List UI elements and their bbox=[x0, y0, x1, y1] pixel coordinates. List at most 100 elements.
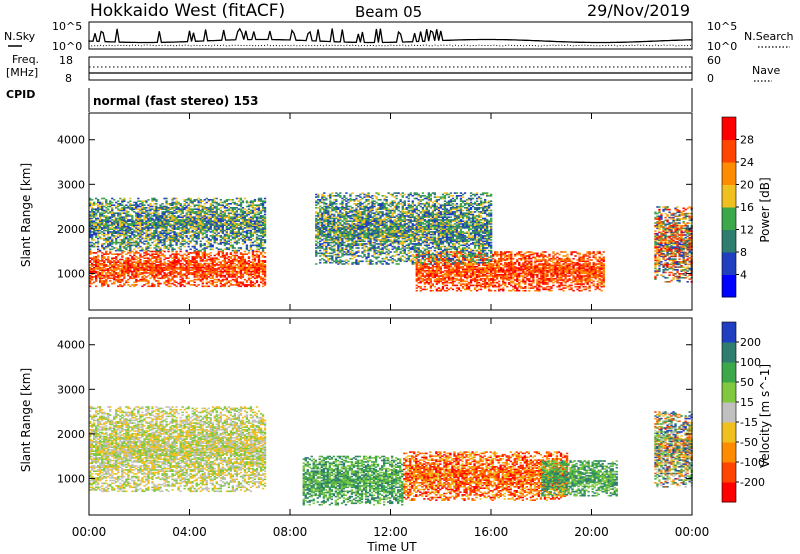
heatmap-cell bbox=[159, 261, 162, 263]
heatmap-cell bbox=[195, 254, 198, 257]
heatmap-cell bbox=[121, 221, 124, 224]
heatmap-cell bbox=[177, 266, 180, 269]
heatmap-cell bbox=[209, 211, 212, 213]
heatmap-cell bbox=[217, 248, 220, 251]
heatmap-cell bbox=[225, 209, 228, 212]
heatmap-cell bbox=[111, 270, 114, 273]
heatmap-cell bbox=[115, 261, 118, 263]
heatmap-cell bbox=[95, 268, 98, 270]
heatmap-cell bbox=[205, 258, 208, 261]
heatmap-cell bbox=[151, 233, 154, 236]
heatmap-cell bbox=[439, 275, 442, 277]
heatmap-cell bbox=[191, 237, 194, 240]
heatmap-cell bbox=[215, 208, 218, 210]
heatmap-cell bbox=[95, 217, 98, 220]
heatmap-cell bbox=[417, 276, 420, 279]
heatmap-cell bbox=[151, 235, 154, 237]
heatmap-cell bbox=[239, 205, 243, 208]
heatmap-cell bbox=[526, 264, 529, 267]
heatmap-cell bbox=[183, 223, 186, 225]
heatmap-cell bbox=[187, 252, 190, 254]
heatmap-cell bbox=[103, 265, 106, 267]
heatmap-cell bbox=[255, 269, 259, 271]
heatmap-cell bbox=[419, 285, 422, 288]
heatmap-cell bbox=[524, 285, 527, 288]
heatmap-cell bbox=[163, 256, 166, 258]
heatmap-cell bbox=[247, 221, 251, 224]
heatmap-cell bbox=[121, 201, 124, 204]
heatmap-cell bbox=[253, 224, 257, 226]
heatmap-cell bbox=[522, 257, 525, 260]
heatmap-cell bbox=[191, 245, 194, 248]
heatmap-cell bbox=[139, 215, 142, 217]
heatmap-cell bbox=[105, 219, 108, 221]
heatmap-cell bbox=[133, 266, 136, 269]
heatmap-cell bbox=[175, 261, 178, 263]
heatmap-cell bbox=[463, 269, 467, 272]
heatmap-cell bbox=[494, 279, 497, 281]
heatmap-cell bbox=[173, 262, 176, 265]
heatmap-cell bbox=[143, 240, 146, 243]
heatmap-cell bbox=[261, 204, 265, 206]
heatmap-cell bbox=[427, 252, 430, 255]
heatmap-cell bbox=[167, 265, 170, 267]
heatmap-cell bbox=[123, 266, 126, 269]
heatmap-cell bbox=[209, 227, 212, 229]
heatmap-cell bbox=[233, 268, 236, 270]
heatmap-cell bbox=[117, 227, 120, 229]
heatmap-cell bbox=[257, 257, 261, 259]
heatmap-cell bbox=[129, 203, 132, 205]
heatmap-cell bbox=[263, 261, 267, 263]
heatmap-cell bbox=[213, 278, 216, 281]
heatmap-cell bbox=[195, 224, 198, 226]
heatmap-cell bbox=[225, 203, 228, 205]
heatmap-cell bbox=[175, 237, 178, 240]
heatmap-cell bbox=[201, 248, 204, 251]
heatmap-cell bbox=[203, 262, 206, 265]
heatmap-cell bbox=[149, 205, 152, 208]
heatmap-cell bbox=[117, 254, 120, 257]
heatmap-cell bbox=[259, 260, 263, 262]
heatmap-cell bbox=[185, 260, 188, 262]
heatmap-cell bbox=[149, 220, 152, 222]
heatmap-cell bbox=[119, 284, 122, 286]
heatmap-cell bbox=[231, 254, 234, 257]
heatmap-cell bbox=[157, 219, 160, 221]
heatmap-cell bbox=[171, 261, 174, 263]
heatmap-cell bbox=[215, 219, 218, 221]
heatmap-cell bbox=[243, 268, 247, 270]
heatmap-cell bbox=[189, 266, 192, 269]
heatmap-cell bbox=[512, 267, 515, 269]
heatmap-cell bbox=[203, 216, 206, 218]
heatmap-cell bbox=[435, 265, 438, 268]
heatmap-cell bbox=[257, 245, 261, 248]
heatmap-cell bbox=[169, 219, 172, 221]
heatmap-cell bbox=[423, 261, 426, 264]
heatmap-cell bbox=[229, 217, 232, 220]
heatmap-cell bbox=[115, 231, 118, 233]
heatmap-cell bbox=[496, 252, 499, 255]
heatmap-cell bbox=[153, 235, 156, 237]
heatmap-cell bbox=[123, 220, 126, 222]
heatmap-cell bbox=[431, 289, 434, 292]
heatmap-cell bbox=[215, 270, 218, 273]
heatmap-cell bbox=[540, 260, 543, 263]
heatmap-cell bbox=[115, 212, 118, 214]
heatmap-cell bbox=[107, 212, 110, 214]
heatmap-cell bbox=[189, 200, 192, 202]
heatmap-cell bbox=[127, 278, 130, 281]
heatmap-cell bbox=[479, 271, 483, 273]
heatmap-cell bbox=[429, 284, 432, 287]
heatmap-cell bbox=[93, 270, 96, 273]
heatmap-cell bbox=[103, 276, 106, 278]
heatmap-cell bbox=[201, 205, 204, 208]
heatmap-cell bbox=[419, 263, 422, 265]
heatmap-cell bbox=[550, 265, 553, 268]
heatmap-cell bbox=[231, 217, 234, 220]
heatmap-cell bbox=[127, 262, 130, 265]
heatmap-cell bbox=[189, 262, 192, 265]
heatmap-cell bbox=[263, 232, 267, 234]
heatmap-cell bbox=[237, 237, 240, 240]
heatmap-cell bbox=[149, 216, 152, 218]
heatmap-cell bbox=[163, 258, 166, 261]
